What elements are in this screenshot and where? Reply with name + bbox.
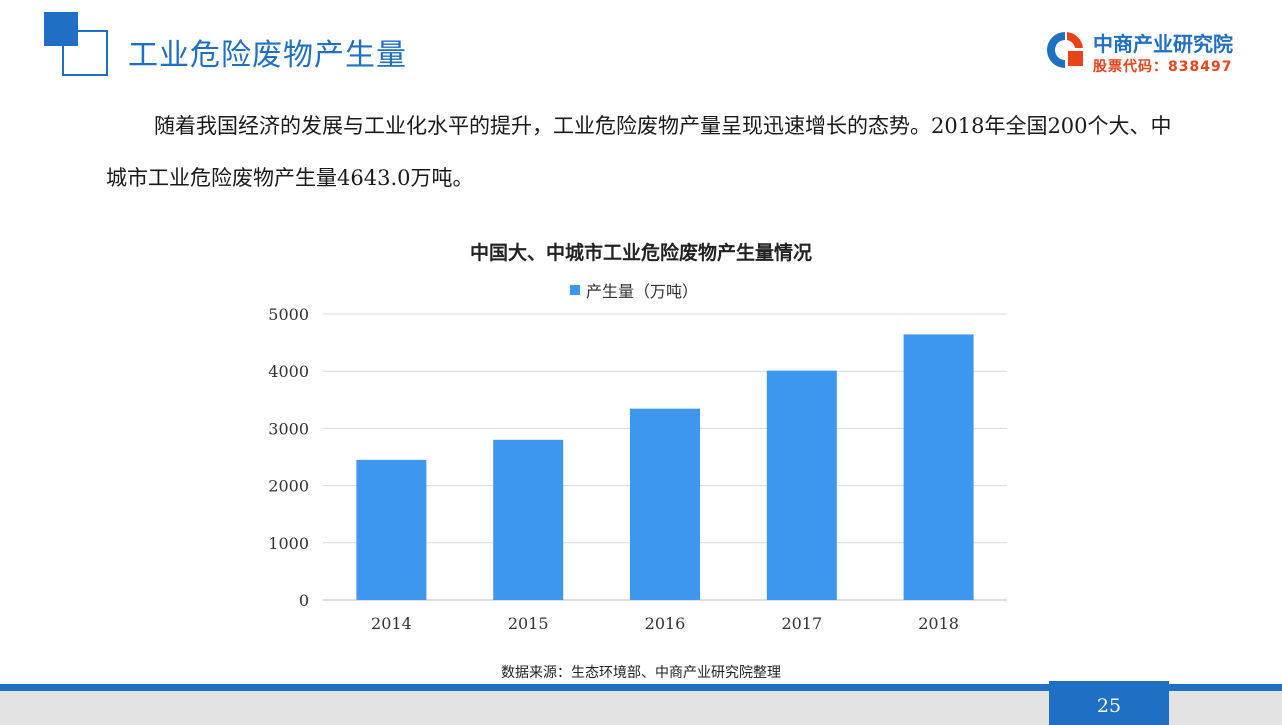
page-number: 25: [1096, 695, 1122, 717]
footer-bar: [0, 684, 1282, 691]
x-tick-label: 2017: [781, 614, 822, 633]
page-number-box: 25: [1049, 681, 1169, 725]
y-tick-label: 0: [299, 591, 309, 610]
y-tick-label: 1000: [268, 534, 309, 553]
header-decoration-square: [44, 12, 78, 46]
bar: [903, 334, 974, 600]
y-tick-label: 3000: [268, 419, 309, 438]
data-source: 数据来源：生态环境部、中商产业研究院整理: [501, 665, 781, 681]
chart-title: 中国大、中城市工业危险废物产生量情况: [469, 242, 812, 264]
bar: [630, 408, 700, 600]
bar: [766, 370, 837, 600]
header-decoration-outline: [62, 30, 108, 76]
x-tick-label: 2014: [371, 614, 412, 633]
bar-chart: 0 1000 2000 3000 4000 5000 2014 2015 2016 2017 201…: [268, 305, 1007, 633]
legend-swatch: [570, 285, 580, 295]
logo-icon: [1047, 32, 1083, 68]
intro-paragraph: 随着我国经济的发展与工业化水平的提升，工业危险废物产量呈现迅速增长的态势。201…: [106, 114, 1172, 190]
company-logo: 中商产业研究院 股票代码：838497: [1045, 26, 1260, 76]
x-tick-label: 2016: [645, 614, 686, 633]
bar: [356, 459, 427, 600]
y-tick-label: 5000: [268, 305, 309, 324]
x-tick-label: 2018: [918, 614, 959, 633]
page-title: 工业危险废物产生量: [128, 38, 407, 73]
legend-label: 产生量（万吨）: [586, 282, 699, 301]
y-tick-label: 2000: [268, 477, 309, 496]
y-tick-label: 4000: [268, 362, 309, 381]
x-tick-label: 2015: [508, 614, 549, 633]
bar: [493, 439, 564, 600]
logo-stock-code: 股票代码：838497: [1093, 59, 1233, 75]
chart-legend: 产生量（万吨）: [570, 278, 698, 302]
logo-name: 中商产业研究院: [1093, 32, 1233, 56]
